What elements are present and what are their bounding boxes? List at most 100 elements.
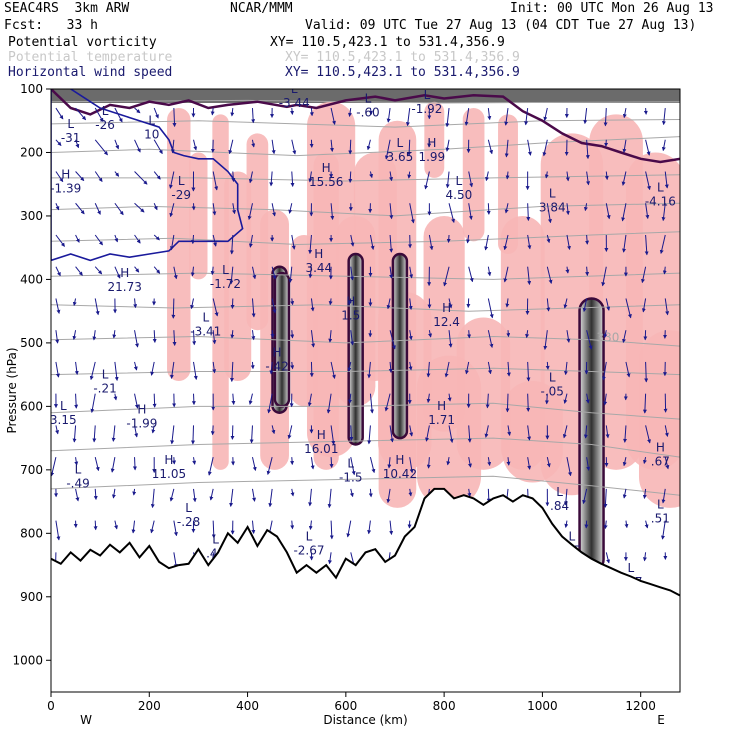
extremum-symbol: L: [178, 174, 185, 188]
wind-vector: [55, 266, 61, 277]
wind-vector: [210, 107, 215, 116]
field-xy-theta: XY= 110.5,423.1 to 531.4,356.9: [285, 50, 520, 65]
extremum-value: 11.05: [152, 467, 186, 481]
wind-vector: [271, 425, 276, 435]
wind-vector: [505, 171, 510, 180]
wind-vector: [171, 298, 176, 319]
extremum-value: 10.42: [383, 467, 417, 481]
wind-vector: [448, 298, 453, 309]
y-tick-label: 800: [20, 526, 43, 540]
extremum-value: -.28: [177, 515, 200, 529]
extremum-l: L-.49: [66, 463, 89, 491]
wind-vector: [527, 139, 532, 156]
wind-vector: [487, 139, 494, 155]
extremum-value: 1.71: [428, 413, 455, 427]
x-tick-label: 0: [47, 699, 55, 713]
extremum-symbol: H: [346, 295, 355, 309]
wind-vector: [366, 139, 371, 151]
extremum-l: L4.50: [446, 174, 473, 202]
extremum-symbol: L: [222, 263, 229, 277]
extremum-symbol: L: [556, 485, 563, 499]
extremum-h: H15.56: [309, 161, 343, 189]
wind-vector: [467, 330, 472, 339]
wind-vector: [251, 457, 257, 472]
wind-vector: [169, 203, 175, 218]
wind-vector: [114, 202, 124, 216]
wind-vector: [330, 203, 335, 220]
wind-vector: [603, 520, 608, 530]
wind-vector: [326, 393, 332, 414]
y-tick-label: 500: [20, 336, 43, 350]
x-tick-label: 1000: [527, 699, 558, 713]
wind-vector: [93, 488, 98, 501]
extremum-symbol: H: [442, 301, 451, 315]
wind-vector: [448, 425, 454, 443]
wind-vector: [310, 457, 315, 470]
wind-vector: [55, 298, 61, 314]
wind-vector: [601, 266, 607, 287]
wind-vector: [307, 393, 312, 407]
wind-vector: [75, 266, 83, 276]
extremum-symbol: L: [549, 187, 556, 201]
wind-vector: [586, 171, 591, 186]
extremum-l: L3.15: [51, 399, 77, 427]
wind-vector: [526, 361, 531, 382]
wind-vector: [408, 361, 413, 371]
wind-vector: [51, 457, 57, 477]
wind-vector: [585, 139, 590, 160]
wind-vector: [659, 234, 666, 255]
extremum-symbol: L: [657, 180, 664, 194]
extremum-l: L.51: [651, 498, 670, 526]
wind-vector: [664, 171, 669, 189]
wind-vector: [369, 393, 374, 414]
theta-contour: [51, 136, 680, 157]
wind-vector: [425, 425, 430, 442]
extremum-value: -1.72: [210, 277, 241, 291]
wind-vector: [386, 488, 391, 504]
wind-vector: [565, 266, 570, 274]
wind-vector: [621, 171, 627, 186]
wind-vector: [152, 330, 157, 343]
wind-vector: [661, 139, 666, 152]
wind-vector: [408, 488, 413, 497]
wind-vector: [347, 361, 352, 372]
wind-vector: [642, 488, 647, 499]
wind-vector: [446, 234, 451, 243]
wind-vector: [350, 234, 355, 247]
extremum-value: 21.73: [108, 280, 142, 294]
wind-vector: [229, 266, 234, 285]
valid-label: Valid: 09 UTC Tue 27 Aug 13 (04 CDT Tue …: [305, 18, 697, 33]
wind-vector: [132, 488, 137, 496]
extremum-symbol: L: [397, 136, 404, 150]
wind-vector: [114, 107, 123, 123]
pv-band: [167, 108, 191, 381]
fcst-label: Fcst: 33 h: [4, 18, 98, 33]
wind-vector: [211, 520, 216, 539]
extremum-l: L10: [144, 114, 159, 142]
extremum-symbol: H: [61, 168, 70, 182]
theta-contour: [51, 304, 680, 312]
wind-vector: [544, 171, 549, 179]
wind-vector: [92, 330, 97, 341]
extremum-value: -1.5: [339, 470, 362, 484]
wind-vector: [603, 108, 608, 127]
wind-vector: [405, 107, 411, 127]
extremum-l: L-.60: [356, 91, 379, 119]
wind-vector: [290, 171, 295, 187]
wind-vector: [389, 520, 394, 536]
wind-vector: [645, 171, 651, 191]
extremum-value: -26: [95, 118, 115, 132]
wind-vector: [546, 234, 551, 244]
wind-vector: [309, 107, 314, 117]
wind-vector: [448, 330, 453, 348]
wind-vector: [367, 520, 372, 535]
wind-vector: [229, 234, 234, 255]
wind-vector: [288, 266, 293, 283]
wind-vector: [504, 139, 509, 158]
wind-vector: [151, 425, 156, 434]
extremum-value: 10: [144, 128, 159, 142]
wind-vector: [173, 266, 178, 280]
wind-vector: [228, 139, 234, 155]
wind-vector: [209, 488, 214, 501]
wind-vector: [247, 203, 253, 221]
